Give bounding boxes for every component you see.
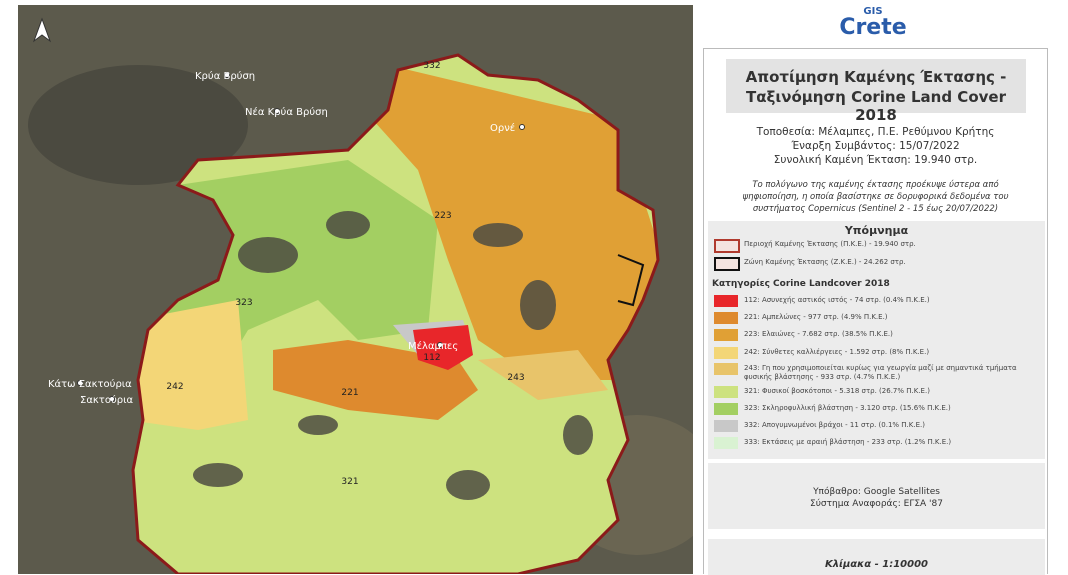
footer-line: Σύστημα Αναφοράς: ΕΓΣΑ '87 [810,499,943,509]
place-label: Κάτω Σακτούρια [48,378,132,390]
burned-area [133,55,658,574]
legend-swatch [714,257,740,271]
legend-swatch [714,437,738,449]
unburned-patch [446,470,490,500]
legend-label: Ζώνη Καμένης Έκτασης (Ζ.Κ.Ε.) - 24.262 σ… [744,258,906,266]
legend-swatch [714,239,740,253]
legend-swatch [714,420,738,432]
map: Κρύα Βρύση Νέα Κρύα Βρύση Ορνέ Μέλαμπες Κάτω… [18,5,693,574]
place-label: Ορνέ [490,122,515,134]
legend-swatch [714,295,738,307]
place-marker [77,380,83,386]
legend-label: 321: Φυσικοί βοσκότοποι - 5.318 στρ. (26… [744,387,930,395]
place-label: Σακτούρια [80,394,133,406]
legend-label: 333: Εκτάσεις με αραιή βλάστηση - 233 στ… [744,438,952,446]
logo: GIS Crete [838,2,908,46]
unburned-patch [473,223,523,247]
logo-crete: Crete [839,15,907,40]
landcover-code: 323 [235,298,252,308]
legend-swatch [714,386,738,398]
legend-swatch [714,403,738,415]
landcover-code: 223 [434,211,451,221]
info-line: Συνολική Καμένη Έκταση: 19.940 στρ. [773,154,978,166]
unburned-patch [193,463,243,487]
scale: Κλίμακα - 1:10000 [824,559,929,570]
legend: Υπόμνημα Περιοχή Καμένης Έκτασης (Π.Κ.Ε.… [708,221,1045,459]
place-label: Μέλαμπες [408,340,458,352]
title-line: Αποτίμηση Καμένης Έκτασης - [745,68,1007,86]
landcover-code: 112 [423,353,440,363]
note-line: ψηφιοποίηση, η οποία βασίστηκε σε δορυφο… [742,192,1009,202]
zone-223 [373,65,658,380]
info-panel: Αποτίμηση Καμένης Έκτασης - Ταξινόμηση C… [703,48,1048,575]
footer-line: Υπόβαθρο: Google Satellites [813,487,940,497]
legend-label: 332: Απογυμνωμένοι βράχοι - 11 στρ. (0.1… [744,421,925,429]
north-arrow [32,17,52,43]
place-marker [109,396,115,402]
note-line: συστήματος Copernicus (Sentinel 2 - 15 έ… [752,204,999,214]
info-line: Τοποθεσία: Μέλαμπες, Π.Ε. Ρεθύμνου Κρήτη… [756,126,995,138]
legend-swatch [714,347,738,359]
legend-label: 221: Αμπελώνες - 977 στρ. (4.9% Π.Κ.Ε.) [744,313,888,321]
legend-swatch [714,329,738,341]
place-marker [274,108,280,114]
place-label: Κρύα Βρύση [195,70,255,82]
legend-label: 242: Σύνθετες καλλιέργειες - 1.592 στρ. … [744,348,930,356]
title-box: Αποτίμηση Καμένης Έκτασης - Ταξινόμηση C… [726,59,1026,124]
landcover-code: 243 [507,373,524,383]
footer: Υπόβαθρο: Google Satellites Σύστημα Αναφ… [708,463,1045,529]
legend-swatch [714,312,738,324]
legend-swatch [714,363,738,375]
landcover-code: 332 [423,61,440,71]
legend-label: 323: Σκληροφυλλική βλάστηση - 3.120 στρ.… [744,404,951,412]
legend-label: 243: Γη που χρησιμοποιείται κυρίως για γ… [744,364,1017,381]
legend-title: Υπόμνημα [844,224,909,237]
place-marker [224,72,230,78]
place-label: Νέα Κρύα Βρύση [245,106,328,118]
legend-label: 112: Ασυνεχής αστικός ιστός - 74 στρ. (0… [744,296,930,304]
zone-242 [133,300,248,430]
zone-outline [617,254,645,307]
note-line: Το πολύγωνο της καμένης έκτασης προέκυψε… [752,180,999,190]
unburned-patch [563,415,593,455]
unburned-patch [298,415,338,435]
unburned-patch [326,211,370,239]
landcover-code: 242 [166,382,183,392]
title-line: Ταξινόμηση Corine Land Cover 2018 [746,88,1006,124]
scale-box: Κλίμακα - 1:10000 [708,539,1045,575]
place-marker [437,342,443,348]
logo-gis: GIS [863,6,883,17]
info-line: Έναρξη Συμβάντος: 15/07/2022 [791,140,960,152]
legend-label: 223: Ελαιώνες - 7.682 στρ. (38.5% Π.Κ.Ε.… [744,330,893,338]
zone-112 [413,325,473,370]
unburned-patch [238,237,298,273]
terrain [28,65,248,185]
place-marker [519,124,525,130]
categories-title: Κατηγορίες Corine Landcover 2018 [712,279,890,289]
landcover-code: 221 [341,388,358,398]
landcover-code: 321 [341,477,358,487]
legend-label: Περιοχή Καμένης Έκτασης (Π.Κ.Ε.) - 19.94… [744,240,916,248]
zone-243 [478,350,608,400]
unburned-patch [520,280,556,330]
